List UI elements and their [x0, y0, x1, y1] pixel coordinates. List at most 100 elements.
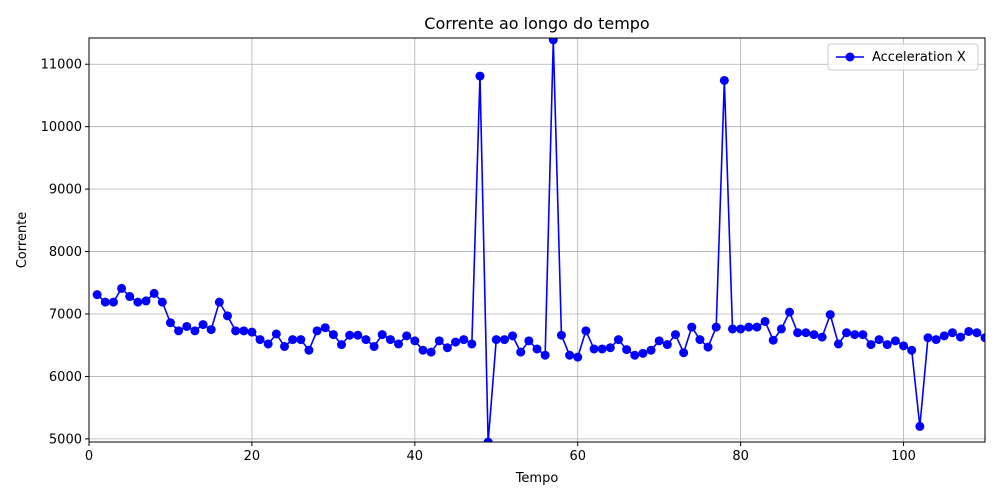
data-point	[467, 339, 477, 349]
data-point	[222, 311, 232, 321]
data-point	[377, 330, 387, 340]
data-point	[255, 335, 265, 345]
data-point	[117, 283, 127, 293]
plot-frame	[88, 37, 986, 443]
data-point	[288, 335, 298, 345]
data-point	[483, 437, 493, 442]
series-0	[92, 38, 985, 442]
data-point	[231, 326, 241, 336]
data-point	[793, 328, 803, 338]
data-point	[801, 328, 811, 338]
data-point	[263, 339, 273, 349]
data-point	[451, 337, 461, 347]
data-point	[556, 330, 566, 340]
x-tick-label: 80	[732, 449, 749, 464]
data-point	[540, 350, 550, 360]
data-point	[434, 336, 444, 346]
data-point	[296, 335, 306, 345]
series-line	[96, 39, 985, 442]
data-point	[548, 38, 558, 45]
data-point	[646, 345, 656, 355]
data-point	[573, 352, 583, 362]
data-point	[736, 324, 746, 334]
data-point	[402, 331, 412, 341]
data-point	[141, 296, 151, 306]
data-point	[670, 330, 680, 340]
data-point	[825, 310, 835, 320]
y-tick-label: 10000	[41, 120, 82, 135]
data-point	[190, 326, 200, 336]
y-tick-label: 5000	[49, 432, 82, 447]
y-tick-label: 9000	[49, 183, 82, 198]
data-point	[923, 333, 933, 343]
data-point	[418, 345, 428, 355]
data-point	[426, 347, 436, 357]
data-point	[565, 350, 575, 360]
data-point	[532, 344, 542, 354]
data-point	[581, 326, 591, 336]
data-point	[972, 328, 982, 338]
data-point	[214, 297, 224, 307]
x-tick-label: 20	[244, 449, 261, 464]
y-tick-label: 11000	[41, 58, 82, 73]
data-point	[524, 336, 534, 346]
data-point	[703, 342, 713, 352]
data-point	[776, 324, 786, 334]
data-point	[304, 345, 314, 355]
data-point	[475, 71, 485, 81]
data-point	[858, 330, 868, 340]
data-point	[785, 307, 795, 317]
data-point	[679, 348, 689, 358]
data-point	[980, 333, 985, 343]
data-point	[100, 297, 110, 307]
data-point	[279, 341, 289, 351]
y-tick-label: 7000	[49, 307, 82, 322]
data-point	[108, 297, 118, 307]
data-point	[157, 297, 167, 307]
data-point	[369, 341, 379, 351]
data-point	[613, 335, 623, 345]
data-point	[92, 290, 102, 300]
data-point	[687, 322, 697, 332]
data-point	[915, 421, 925, 431]
data-point	[760, 316, 770, 326]
data-point	[605, 343, 615, 353]
data-point	[833, 339, 843, 349]
data-point	[410, 336, 420, 346]
data-point	[727, 324, 737, 334]
data-point	[247, 327, 257, 337]
data-point	[198, 320, 208, 330]
data-point	[817, 332, 827, 342]
data-point	[711, 322, 721, 332]
x-axis-label: Tempo	[515, 471, 559, 486]
chart-title: Corrente ao longo do tempo	[424, 14, 649, 33]
series-layer	[92, 38, 985, 442]
data-point	[890, 336, 900, 346]
data-point	[630, 350, 640, 360]
data-point	[345, 330, 355, 340]
data-point	[719, 75, 729, 85]
data-point	[882, 340, 892, 350]
legend: Acceleration X	[827, 43, 979, 71]
data-point	[866, 340, 876, 350]
legend-box	[827, 43, 979, 71]
data-point	[589, 344, 599, 354]
data-point	[361, 335, 371, 345]
x-tick-label: 0	[85, 449, 93, 464]
x-tick-label: 100	[891, 449, 916, 464]
data-point	[695, 335, 705, 345]
data-point	[491, 335, 501, 345]
data-point	[768, 335, 778, 345]
data-point	[312, 326, 322, 336]
legend-marker	[845, 52, 855, 62]
data-point	[744, 322, 754, 332]
data-point	[850, 330, 860, 340]
legend-label: Acceleration X	[872, 50, 966, 65]
x-tick-label: 60	[569, 449, 586, 464]
data-point	[752, 322, 762, 332]
data-point	[174, 326, 184, 336]
data-point	[394, 339, 404, 349]
y-tick-label: 6000	[49, 370, 82, 385]
y-axis-label: Corrente	[15, 212, 30, 269]
data-point	[964, 326, 974, 336]
